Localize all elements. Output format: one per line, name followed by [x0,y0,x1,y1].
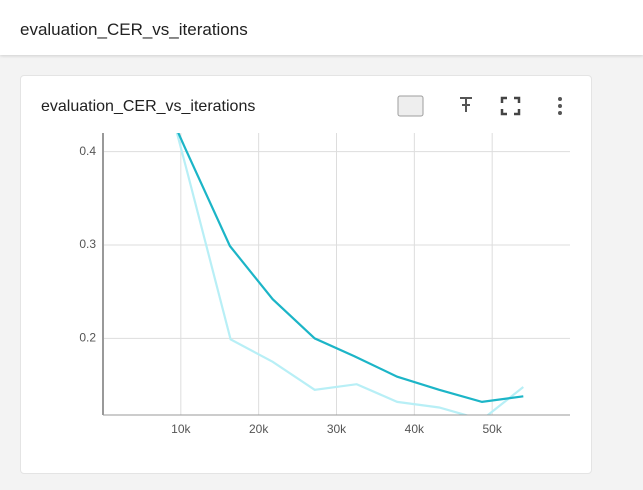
fit-button[interactable] [397,95,424,117]
y-tick-label: 0.2 [79,331,96,345]
x-tick-label: 10k [171,422,191,436]
y-tick-label: 0.3 [79,237,96,251]
x-tick-label: 50k [482,422,502,436]
x-tick-label: 20k [249,422,269,436]
card: evaluation_CER_vs_iterations [20,75,592,474]
fullscreen-button[interactable] [500,96,521,116]
x-tick-label: 40k [405,422,425,436]
x-tick-label: 30k [327,422,347,436]
y-tick-label: 0.4 [79,144,96,158]
header: evaluation_CER_vs_iterations [0,0,643,55]
series-line [175,133,524,415]
series-line [177,133,524,404]
pin-button[interactable] [460,97,472,112]
header-title: evaluation_CER_vs_iterations [20,20,248,39]
menu-button[interactable] [558,97,562,115]
toolbar [397,95,562,117]
chart-title: evaluation_CER_vs_iterations [41,98,256,115]
